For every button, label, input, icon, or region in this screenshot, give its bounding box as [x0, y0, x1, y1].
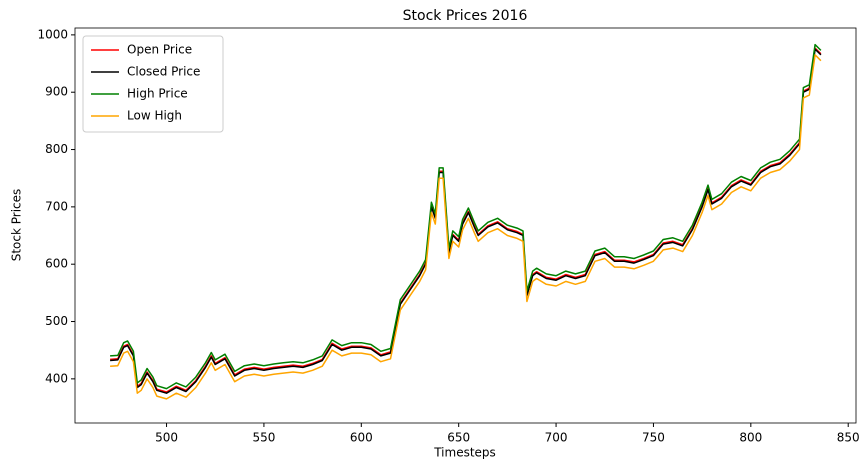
- legend-box: [82, 35, 224, 133]
- line-series: [110, 43, 822, 390]
- plot-frame: [74, 27, 857, 424]
- x-tick-label: 750: [642, 431, 665, 445]
- legend-label: Open Price: [127, 43, 192, 57]
- x-tick-label: 850: [837, 431, 860, 445]
- line-series: [110, 48, 822, 394]
- chart-title: Stock Prices 2016: [403, 8, 528, 24]
- x-tick-label: 550: [252, 431, 275, 445]
- legend-label: Low High: [127, 109, 182, 123]
- y-tick-label: 800: [45, 142, 68, 156]
- y-tick-label: 900: [45, 85, 68, 99]
- x-tick-label: 800: [739, 431, 762, 445]
- x-axis-label: Timesteps: [433, 446, 496, 460]
- y-tick-label: 500: [45, 314, 68, 328]
- y-tick-label: 700: [45, 199, 68, 213]
- line-series: [110, 54, 822, 400]
- x-tick-label: 700: [545, 431, 568, 445]
- y-tick-label: 1000: [37, 27, 68, 41]
- y-tick-label: 400: [45, 371, 68, 385]
- x-tick-label: 650: [447, 431, 470, 445]
- legend: Open Price Closed Price High Price Low High: [82, 35, 224, 133]
- legend-label: Closed Price: [127, 65, 200, 79]
- legend-label: High Price: [127, 87, 188, 101]
- y-axis-label: Stock Prices: [10, 189, 24, 262]
- x-tick-label: 500: [155, 431, 178, 445]
- x-tick-label: 600: [350, 431, 373, 445]
- y-tick-label: 600: [45, 257, 68, 271]
